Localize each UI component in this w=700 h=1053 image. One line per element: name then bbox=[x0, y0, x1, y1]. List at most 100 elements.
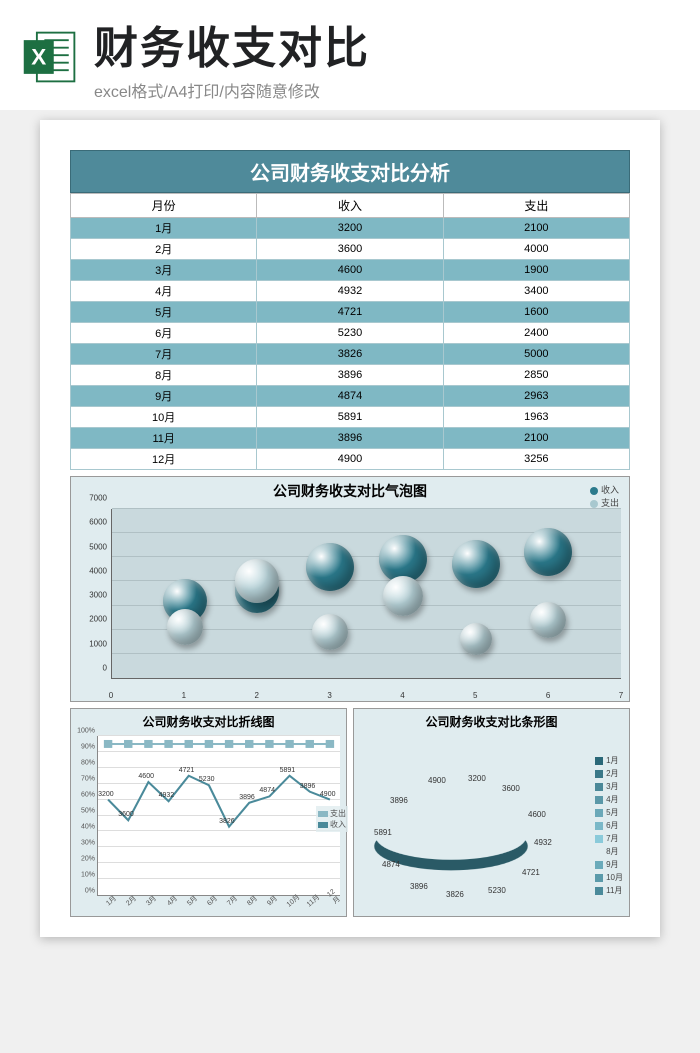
table-cell: 1600 bbox=[443, 302, 629, 323]
table-header: 月份 bbox=[71, 194, 257, 218]
bubble-chart-title: 公司财务收支对比气泡图 bbox=[71, 477, 629, 505]
svg-text:X: X bbox=[31, 45, 46, 70]
table-cell: 1963 bbox=[443, 407, 629, 428]
pie-legend-item: 8月 bbox=[595, 845, 623, 858]
table-cell: 4600 bbox=[257, 260, 443, 281]
table-row: 6月52302400 bbox=[71, 323, 630, 344]
table-cell: 4874 bbox=[257, 386, 443, 407]
table-cell: 1月 bbox=[71, 218, 257, 239]
table-cell: 6月 bbox=[71, 323, 257, 344]
table-cell: 7月 bbox=[71, 344, 257, 365]
bubble-plot-area bbox=[111, 509, 621, 679]
line-legend: 支出收入 bbox=[316, 806, 348, 832]
table-cell: 2400 bbox=[443, 323, 629, 344]
table-row: 8月38962850 bbox=[71, 365, 630, 386]
table-cell: 3826 bbox=[257, 344, 443, 365]
bubble-point bbox=[312, 614, 348, 650]
pie-legend-item: 3月 bbox=[595, 780, 623, 793]
table-cell: 4721 bbox=[257, 302, 443, 323]
bubble-point bbox=[167, 609, 203, 645]
table-cell: 2100 bbox=[443, 428, 629, 449]
line-chart-title: 公司财务收支对比折线图 bbox=[71, 709, 346, 734]
page-subtitle: excel格式/A4打印/内容随意修改 bbox=[94, 78, 370, 102]
pie-legend-item: 4月 bbox=[595, 793, 623, 806]
bubble-point bbox=[306, 543, 354, 591]
table-cell: 9月 bbox=[71, 386, 257, 407]
table-row: 10月58911963 bbox=[71, 407, 630, 428]
bubble-y-axis: 01000200030004000500060007000 bbox=[75, 477, 109, 691]
table-cell: 12月 bbox=[71, 449, 257, 470]
pie-slice-label: 3826 bbox=[446, 890, 464, 899]
pie-slice-label: 3896 bbox=[410, 882, 428, 891]
line-plot-area: 1月2月3月4月5月6月7月8月9月10月11月12月3200360046004… bbox=[97, 736, 340, 896]
pie-legend-item: 1月 bbox=[595, 754, 623, 767]
table-cell: 3月 bbox=[71, 260, 257, 281]
pie-legend-item: 10月 bbox=[595, 871, 623, 884]
table-cell: 3200 bbox=[257, 218, 443, 239]
table-cell: 3896 bbox=[257, 428, 443, 449]
bubble-legend: 收入支出 bbox=[590, 483, 619, 509]
excel-document: 公司财务收支对比分析 月份收入支出 1月320021002月360040003月… bbox=[40, 120, 660, 937]
pie-legend-item: 7月 bbox=[595, 832, 623, 845]
table-cell: 4月 bbox=[71, 281, 257, 302]
page-header: X 财务收支对比 excel格式/A4打印/内容随意修改 bbox=[0, 0, 700, 110]
pie-legend-item: 11月 bbox=[595, 884, 623, 897]
pie-slice-label: 4874 bbox=[382, 860, 400, 869]
pie-legend-item: 6月 bbox=[595, 819, 623, 832]
bubble-point bbox=[452, 540, 500, 588]
page-title: 财务收支对比 bbox=[94, 12, 370, 76]
pie-slice-label: 5230 bbox=[488, 886, 506, 895]
table-row: 3月46001900 bbox=[71, 260, 630, 281]
table-cell: 3256 bbox=[443, 449, 629, 470]
table-row: 1月32002100 bbox=[71, 218, 630, 239]
table-header: 支出 bbox=[443, 194, 629, 218]
bubble-point bbox=[524, 528, 572, 576]
pie-plot-area: 3200360046004932472152303826389648745891… bbox=[372, 768, 532, 898]
table-row: 12月49003256 bbox=[71, 449, 630, 470]
pie-3d bbox=[367, 813, 535, 859]
sheet-title: 公司财务收支对比分析 bbox=[70, 150, 630, 193]
pie-chart: 公司财务收支对比条形图 3200360046004932472152303826… bbox=[353, 708, 630, 917]
table-cell: 2月 bbox=[71, 239, 257, 260]
table-cell: 2850 bbox=[443, 365, 629, 386]
pie-slice-label: 4932 bbox=[534, 838, 552, 847]
pie-slice-label: 5891 bbox=[374, 828, 392, 837]
table-cell: 4000 bbox=[443, 239, 629, 260]
table-cell: 5000 bbox=[443, 344, 629, 365]
pie-slice-label: 3600 bbox=[502, 784, 520, 793]
excel-icon: X bbox=[20, 27, 80, 87]
table-row: 4月49323400 bbox=[71, 281, 630, 302]
table-row: 9月48742963 bbox=[71, 386, 630, 407]
bubble-x-axis: 01234567 bbox=[111, 691, 621, 701]
pie-legend: 1月2月3月4月5月6月7月8月9月10月11月 bbox=[595, 754, 623, 897]
table-cell: 8月 bbox=[71, 365, 257, 386]
table-cell: 11月 bbox=[71, 428, 257, 449]
bubble-point bbox=[530, 602, 566, 638]
line-chart: 公司财务收支对比折线图 0%10%20%30%40%50%60%70%80%90… bbox=[70, 708, 347, 917]
bubble-point bbox=[383, 576, 423, 616]
table-cell: 3600 bbox=[257, 239, 443, 260]
pie-slice-label: 4721 bbox=[522, 868, 540, 877]
table-row: 7月38265000 bbox=[71, 344, 630, 365]
data-table: 月份收入支出 1月320021002月360040003月460019004月4… bbox=[70, 193, 630, 470]
pie-slice-label: 4900 bbox=[428, 776, 446, 785]
table-cell: 5月 bbox=[71, 302, 257, 323]
pie-legend-item: 2月 bbox=[595, 767, 623, 780]
table-row: 2月36004000 bbox=[71, 239, 630, 260]
pie-legend-item: 5月 bbox=[595, 806, 623, 819]
table-header: 收入 bbox=[257, 194, 443, 218]
table-cell: 5230 bbox=[257, 323, 443, 344]
pie-slice-label: 3896 bbox=[390, 796, 408, 805]
pie-legend-item: 9月 bbox=[595, 858, 623, 871]
pie-slice-label: 4600 bbox=[528, 810, 546, 819]
table-row: 5月47211600 bbox=[71, 302, 630, 323]
table-cell: 3400 bbox=[443, 281, 629, 302]
table-cell: 1900 bbox=[443, 260, 629, 281]
table-cell: 10月 bbox=[71, 407, 257, 428]
table-row: 11月38962100 bbox=[71, 428, 630, 449]
table-cell: 5891 bbox=[257, 407, 443, 428]
pie-slice-label: 3200 bbox=[468, 774, 486, 783]
table-cell: 2100 bbox=[443, 218, 629, 239]
table-cell: 4932 bbox=[257, 281, 443, 302]
table-cell: 2963 bbox=[443, 386, 629, 407]
